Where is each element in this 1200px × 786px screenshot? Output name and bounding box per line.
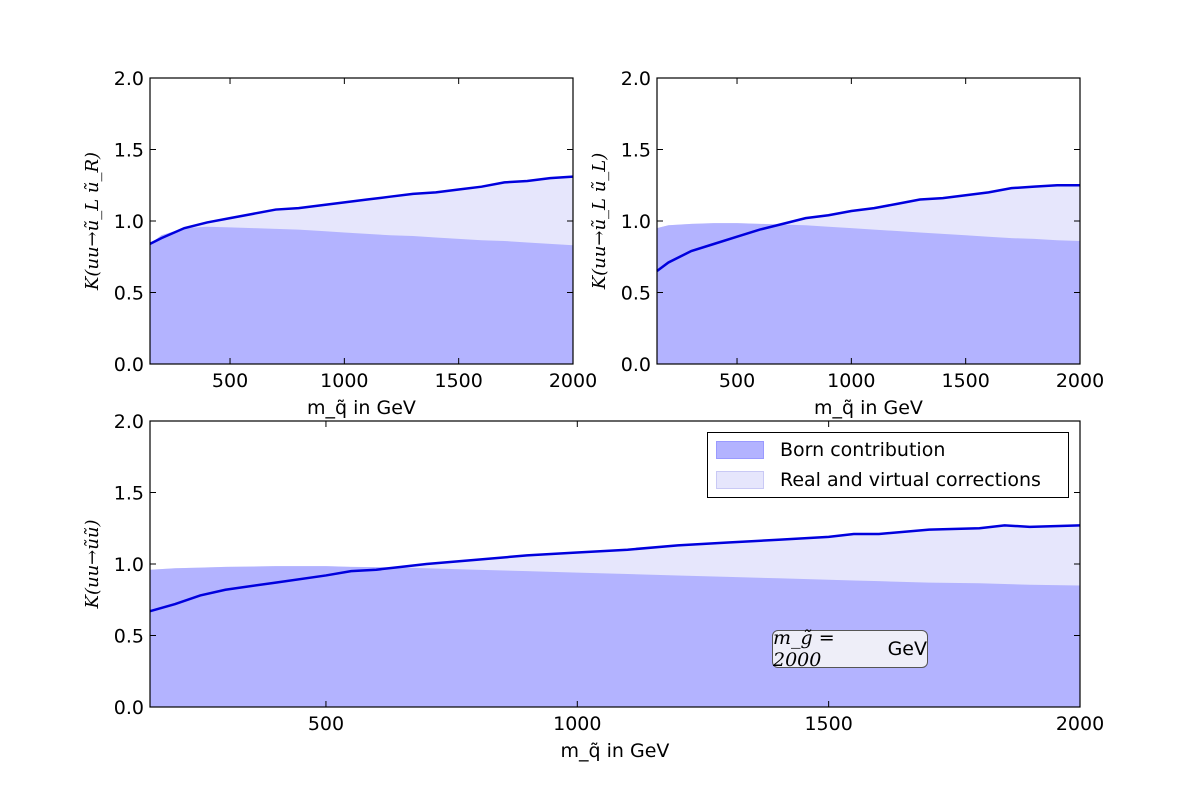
x-axis-label: m_q̃ in GeV	[561, 740, 670, 762]
y-tick-label: 2.0	[114, 68, 144, 90]
k-factor-line	[149, 524, 1081, 613]
legend-item-born: Born contribution	[716, 438, 945, 462]
x-axis-label: m_q̃ in GeV	[814, 397, 923, 419]
x-tick-label: 1500	[941, 370, 989, 392]
panel-top-right: 0.0 0.5 1.0 1.5 2.0 500 1000 1500 2000 m_q̃ in Ge…	[589, 68, 1104, 419]
y-tick-label: 0.5	[114, 626, 144, 648]
y-tick-label: 0.0	[114, 354, 144, 376]
y-tick-label: 1.0	[114, 211, 144, 233]
y-tick-label: 1.0	[621, 211, 651, 233]
y-tick-label: 2.0	[114, 411, 144, 433]
y-tick-label: 1.0	[114, 554, 144, 576]
y-tick-label: 0.5	[114, 283, 144, 305]
x-tick-label: 500	[719, 370, 755, 392]
y-axis-label: K(uu→ũũ)	[82, 520, 103, 610]
y-tick-label: 0.0	[114, 697, 144, 719]
x-tick-label: 500	[212, 370, 248, 392]
born-area	[150, 566, 1080, 707]
legend-label-corrections: Real and virtual corrections	[780, 469, 1041, 491]
y-tick-label: 0.0	[621, 354, 651, 376]
y-axis-label: K(uu→ũ_L ũ_R)	[82, 152, 103, 291]
x-tick-label: 2000	[1056, 713, 1104, 735]
x-tick-label: 1000	[320, 370, 368, 392]
y-tick-label: 2.0	[621, 68, 651, 90]
y-tick-label: 0.5	[621, 283, 651, 305]
x-tick-label: 1000	[827, 370, 875, 392]
x-tick-label: 1500	[434, 370, 482, 392]
x-tick-label: 2000	[549, 370, 597, 392]
gluino-mass-annotation: m_g̃ = 2000 GeV	[772, 627, 928, 671]
gluino-mass-unit: GeV	[887, 638, 927, 660]
y-tick-label: 1.5	[621, 140, 651, 162]
legend-swatch-born	[716, 441, 764, 459]
gluino-mass-symbol: m_g̃ = 2000	[773, 627, 835, 671]
legend-label-born: Born contribution	[780, 439, 946, 461]
legend-swatch-corrections	[716, 471, 764, 489]
x-tick-label: 2000	[1056, 370, 1104, 392]
x-tick-label: 1000	[553, 713, 601, 735]
y-tick-label: 1.5	[114, 140, 144, 162]
k-factor-line	[656, 184, 1080, 273]
legend: Born contribution Real and virtual corre…	[707, 432, 1069, 498]
k-factor-line	[149, 175, 574, 245]
born-area	[657, 223, 1080, 364]
y-tick-label: 1.5	[114, 483, 144, 505]
panel-top-left: 0.0 0.5 1.0 1.5 2.0 500 1000 1500 2000 m_q̃ in Ge…	[82, 68, 597, 419]
born-area	[150, 226, 573, 364]
y-axis-label: K(uu→ũ_L ũ_L)	[589, 153, 610, 291]
legend-item-corrections: Real and virtual corrections	[716, 468, 1041, 492]
x-tick-label: 500	[308, 713, 344, 735]
x-axis-label: m_q̃ in GeV	[307, 397, 416, 419]
x-tick-label: 1500	[804, 713, 852, 735]
